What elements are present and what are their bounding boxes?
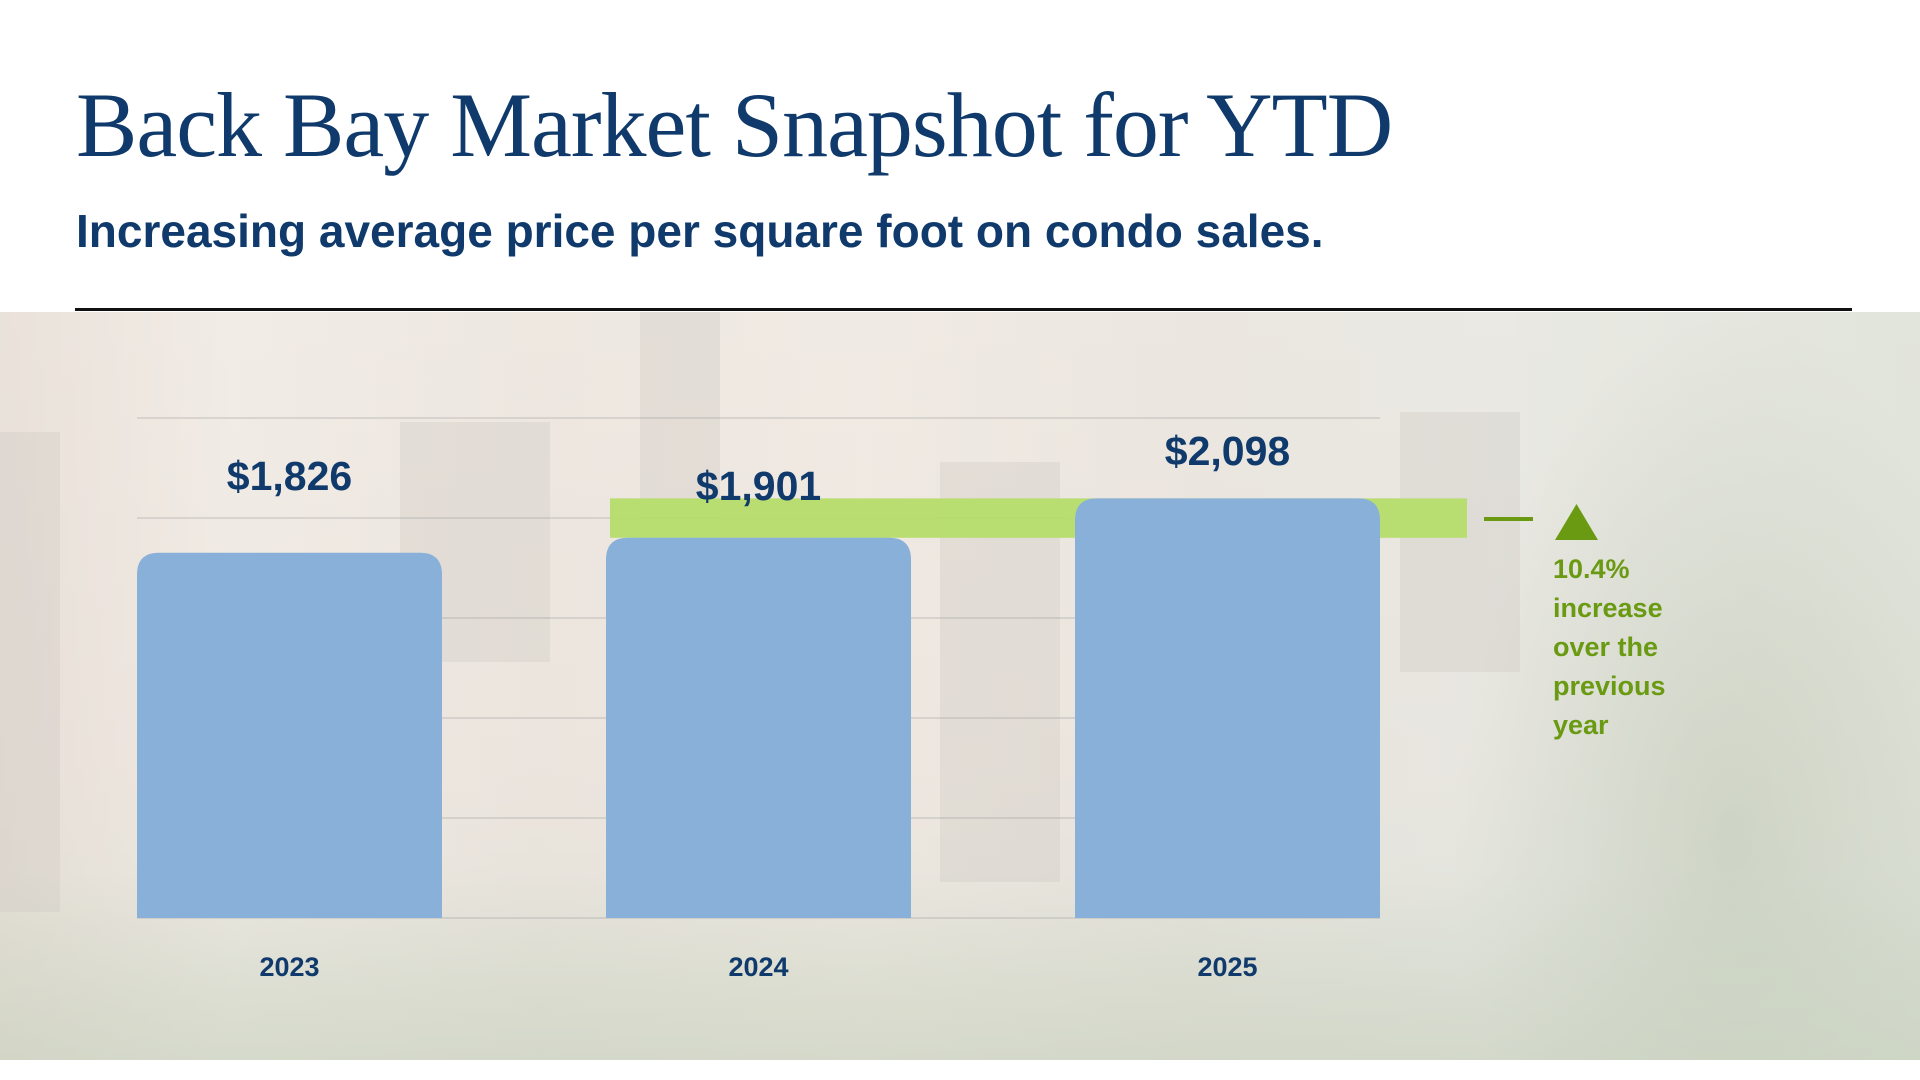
background-photo xyxy=(0,312,1920,1060)
annotation-dash xyxy=(1484,517,1533,521)
annotation-line: year xyxy=(1553,710,1609,740)
page-title: Back Bay Market Snapshot for YTD xyxy=(76,74,1393,176)
category-label-2025: 2025 xyxy=(1197,952,1257,982)
divider xyxy=(75,308,1852,311)
annotation-line: previous xyxy=(1553,671,1666,701)
value-label-2024: $1,901 xyxy=(696,463,821,509)
bar-2023 xyxy=(137,552,442,918)
value-label-2023: $1,826 xyxy=(227,453,352,499)
bar-2024 xyxy=(606,537,911,918)
page-subtitle: Increasing average price per square foot… xyxy=(76,205,1324,257)
value-label-2025: $2,098 xyxy=(1165,428,1290,474)
triangle-up-icon xyxy=(1555,504,1598,540)
annotation-line: increase xyxy=(1553,593,1663,623)
increase-annotation: 10.4% increase over the previous year xyxy=(1553,550,1666,745)
category-label-2024: 2024 xyxy=(728,952,788,982)
category-label-2023: 2023 xyxy=(259,952,319,982)
annotation-line: 10.4% xyxy=(1553,554,1630,584)
bar-2025 xyxy=(1075,498,1380,918)
annotation-line: over the xyxy=(1553,632,1659,662)
